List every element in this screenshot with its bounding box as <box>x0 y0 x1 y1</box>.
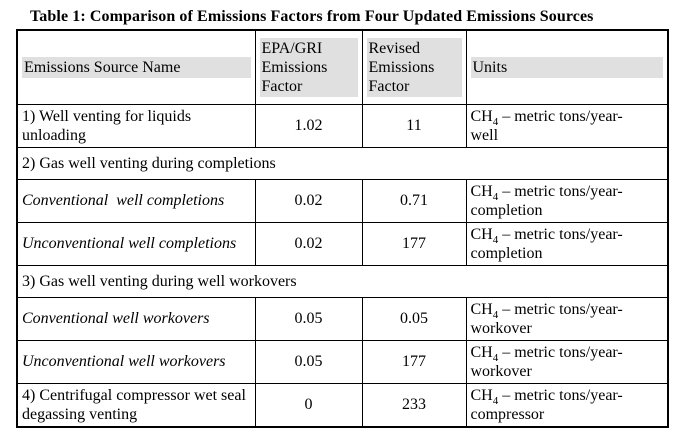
table-row: Unconventional well workovers 0.05 177 C… <box>16 339 669 384</box>
units-suffix: workover <box>470 319 532 337</box>
units-cell: CH4 – metric tons/year-compressor <box>465 382 669 427</box>
revised-value-cell: 177 <box>361 339 467 384</box>
gas-subscript: 4 <box>492 190 499 203</box>
units-suffix: compressor <box>470 405 545 423</box>
header-highlight: Emissions Source Name <box>22 56 251 78</box>
row-name-cell: 4) Centrifugal compressor wet seal degas… <box>16 382 256 427</box>
epa-gri-value-cell: 0.02 <box>254 178 363 223</box>
revised-value-cell: 177 <box>361 221 467 266</box>
table-row: Conventional well completions 0.02 0.71 … <box>16 178 669 223</box>
gas-formula: CH <box>470 182 493 200</box>
units-suffix: workover <box>470 362 532 380</box>
gas-formula: CH <box>470 107 493 125</box>
table-title: Table 1: Comparison of Emissions Factors… <box>30 8 594 25</box>
units-suffix: completion <box>470 201 543 219</box>
row-name-cell: Conventional well workovers <box>16 296 256 341</box>
section-label-cell: 2) Gas well venting during completions <box>16 146 669 180</box>
header-highlight: EPA/GRI Emissions Factor <box>259 37 358 97</box>
section-label-cell: 3) Gas well venting during well workover… <box>16 264 669 298</box>
units-cell: CH4 – metric tons/year-workover <box>465 296 669 341</box>
table-row: Conventional well workovers 0.05 0.05 CH… <box>16 296 669 341</box>
table-footnote: 1. Conversion factor: 0.01926 metric ton… <box>20 431 678 444</box>
header-highlight: Revised Emissions Factor <box>366 37 462 97</box>
revised-value-cell: 233 <box>361 382 467 427</box>
units-text: – metric tons/year- <box>498 182 623 200</box>
row-name-cell: 1) Well venting for liquids unloading <box>16 103 256 148</box>
epa-gri-value-cell: 0.05 <box>254 296 363 341</box>
units-text: – metric tons/year- <box>498 107 623 125</box>
document-page: Table 1: Comparison of Emissions Factors… <box>0 8 678 444</box>
units-text: – metric tons/year- <box>498 343 623 361</box>
gas-formula: CH <box>470 225 493 243</box>
table-row: 4) Centrifugal compressor wet seal degas… <box>16 382 669 427</box>
units-cell: CH4 – metric tons/year-completion <box>465 221 669 266</box>
revised-value-cell: 0.05 <box>361 296 467 341</box>
epa-gri-value-cell: 0.02 <box>254 221 363 266</box>
epa-gri-value-cell: 0.05 <box>254 339 363 384</box>
table-row: 1) Well venting for liquids unloading 1.… <box>16 103 669 148</box>
epa-gri-value-cell: 0 <box>254 382 363 427</box>
epa-gri-value-cell: 1.02 <box>254 103 363 148</box>
revised-value-cell: 11 <box>361 103 467 148</box>
revised-value-cell: 0.71 <box>361 178 467 223</box>
row-name-cell: Unconventional well completions <box>16 221 256 266</box>
gas-formula: CH <box>470 386 493 404</box>
header-cell-source-name: Emissions Source Name <box>16 29 256 105</box>
header-highlight: Units <box>470 56 663 78</box>
gas-subscript: 4 <box>492 233 499 246</box>
emissions-comparison-table: Emissions Source Name EPA/GRI Emissions … <box>16 29 669 428</box>
gas-subscript: 4 <box>492 115 499 128</box>
header-cell-units: Units <box>465 29 669 105</box>
units-text: – metric tons/year- <box>498 225 623 243</box>
gas-subscript: 4 <box>492 394 499 407</box>
section-row: 2) Gas well venting during completions <box>16 146 669 180</box>
units-cell: CH4 – metric tons/year-workover <box>465 339 669 384</box>
units-text: – metric tons/year- <box>498 386 623 404</box>
row-name-cell: Conventional well completions <box>16 178 256 223</box>
gas-subscript: 4 <box>492 351 499 364</box>
header-cell-revised: Revised Emissions Factor <box>361 29 467 105</box>
units-cell: CH4 – metric tons/year-completion <box>465 178 669 223</box>
gas-formula: CH <box>470 300 493 318</box>
units-suffix: well <box>470 126 499 144</box>
header-cell-epa-gri: EPA/GRI Emissions Factor <box>254 29 363 105</box>
units-cell: CH4 – metric tons/year-well <box>465 103 669 148</box>
gas-formula: CH <box>470 343 493 361</box>
row-name-cell: Unconventional well workovers <box>16 339 256 384</box>
units-suffix: completion <box>470 244 543 262</box>
header-row: Emissions Source Name EPA/GRI Emissions … <box>16 29 669 105</box>
table-row: Unconventional well completions 0.02 177… <box>16 221 669 266</box>
section-row: 3) Gas well venting during well workover… <box>16 264 669 298</box>
gas-subscript: 4 <box>492 308 499 321</box>
units-text: – metric tons/year- <box>498 300 623 318</box>
